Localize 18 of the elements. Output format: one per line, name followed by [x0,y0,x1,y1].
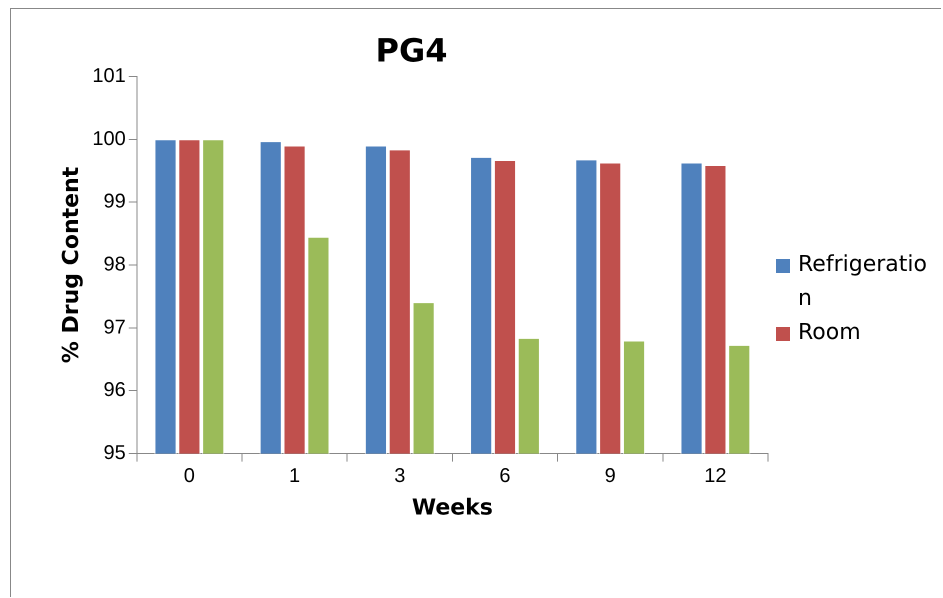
y-tick-label: 101 [92,64,126,87]
x-axis-title: Weeks [412,496,493,521]
y-axis-title: % Drug Content [58,166,84,364]
x-tick-label: 0 [184,465,195,488]
x-tick-label: 6 [499,465,511,488]
legend-label: Refrigeration [798,251,928,313]
y-tick-label: 96 [104,379,126,402]
y-tick-label: 100 [92,128,126,150]
x-tick-label: 9 [604,465,616,488]
y-tick-label: 97 [104,316,126,338]
y-tick-label: 98 [104,254,126,276]
y-tick-label: 95 [104,442,126,464]
x-tick-label: 1 [289,465,300,488]
x-tick-label: 12 [704,465,727,488]
x-tick-label: 3 [394,465,406,488]
legend-label: Room [798,319,862,347]
y-tick-label: 99 [104,190,126,213]
chart-title: PG4 [376,32,448,70]
